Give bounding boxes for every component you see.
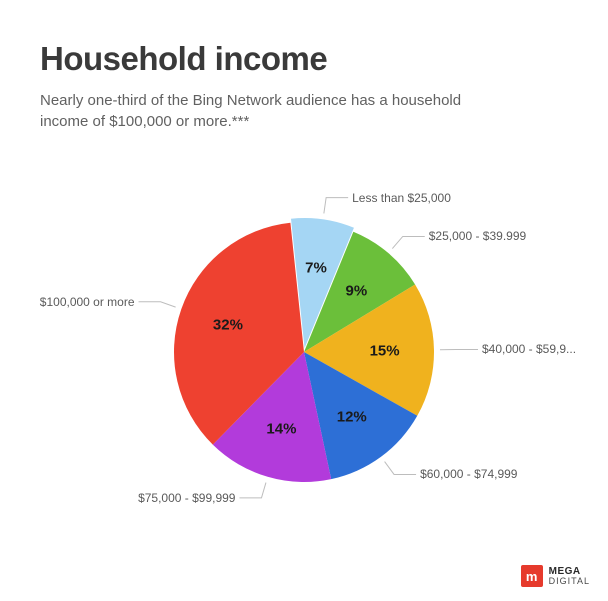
slice-category-label: Less than $25,000 [352, 191, 451, 205]
slice-category-label: $25,000 - $39.999 [429, 229, 526, 243]
slice-category-label: $40,000 - $59,9... [482, 342, 576, 356]
slice-category-label: $75,000 - $99,999 [138, 491, 235, 505]
slice-category-label: $100,000 or more [40, 295, 135, 309]
chart-subtitle: Nearly one-third of the Bing Network aud… [40, 90, 470, 132]
slice-percent-label: 14% [266, 421, 296, 438]
slice-percent-label: 9% [346, 282, 368, 299]
slice-percent-label: 32% [213, 317, 243, 334]
brand-logo: m MEGA DIGITAL [521, 565, 590, 587]
chart-title: Household income [40, 40, 568, 78]
slice-percent-label: 7% [305, 260, 327, 277]
logo-text-line1: MEGA [549, 567, 590, 577]
slice-category-label: $60,000 - $74,999 [420, 467, 517, 481]
logo-badge-icon: m [521, 565, 543, 587]
slice-percent-label: 12% [337, 408, 367, 425]
pie-chart: 7% Less than $25,000 9% $25,000 - $39.999 15… [40, 152, 568, 532]
logo-text-line2: DIGITAL [549, 577, 590, 586]
slice-percent-label: 15% [370, 342, 400, 359]
